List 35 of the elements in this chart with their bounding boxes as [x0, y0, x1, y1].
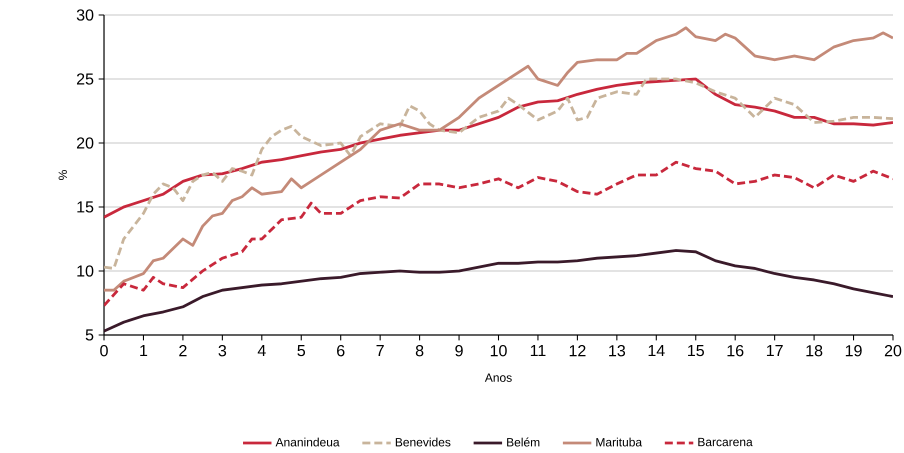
x-tick-label: 2	[179, 345, 187, 356]
y-tick-label: 20	[76, 137, 94, 149]
x-tick-label: 20	[884, 345, 902, 356]
legend-label: Benevides	[396, 438, 450, 446]
x-tick-label: 10	[490, 345, 507, 356]
x-tick-label: 13	[609, 345, 626, 356]
x-tick-label: 11	[530, 345, 546, 356]
x-tick-label: 12	[570, 345, 586, 356]
x-tick-label: 16	[728, 345, 744, 356]
x-tick-label: 4	[258, 345, 266, 356]
y-tick-label: 30	[76, 9, 94, 21]
y-tick-label: 5	[86, 329, 94, 341]
x-tick-label: 9	[455, 345, 463, 356]
y-axis-title: %	[58, 170, 68, 180]
y-tick-label: 10	[77, 265, 94, 277]
legend-label: Ananindeua	[276, 438, 340, 446]
y-tick-label: 15	[77, 201, 94, 213]
x-tick-label: 6	[337, 345, 344, 356]
x-tick-label: 19	[846, 345, 862, 356]
x-tick-label: 8	[416, 345, 424, 356]
x-tick-label: 0	[100, 345, 108, 356]
x-tick-label: 1	[140, 345, 148, 356]
x-tick-label: 18	[806, 345, 822, 356]
line-series	[104, 160, 893, 307]
x-axis-title: Anos	[484, 374, 512, 382]
legend-label: Barcarena	[698, 438, 753, 446]
y-tick-label: 25	[76, 73, 94, 85]
x-tick-label: 14	[648, 345, 665, 356]
legend-label: Belém	[507, 438, 540, 447]
x-tick-label: 3	[218, 345, 226, 356]
legend-label: Marituba	[596, 438, 642, 446]
x-tick-label: 15	[688, 345, 704, 356]
x-tick-label: 5	[297, 345, 306, 356]
x-tick-label: 7	[376, 345, 384, 356]
x-tick-label: 17	[766, 345, 783, 356]
